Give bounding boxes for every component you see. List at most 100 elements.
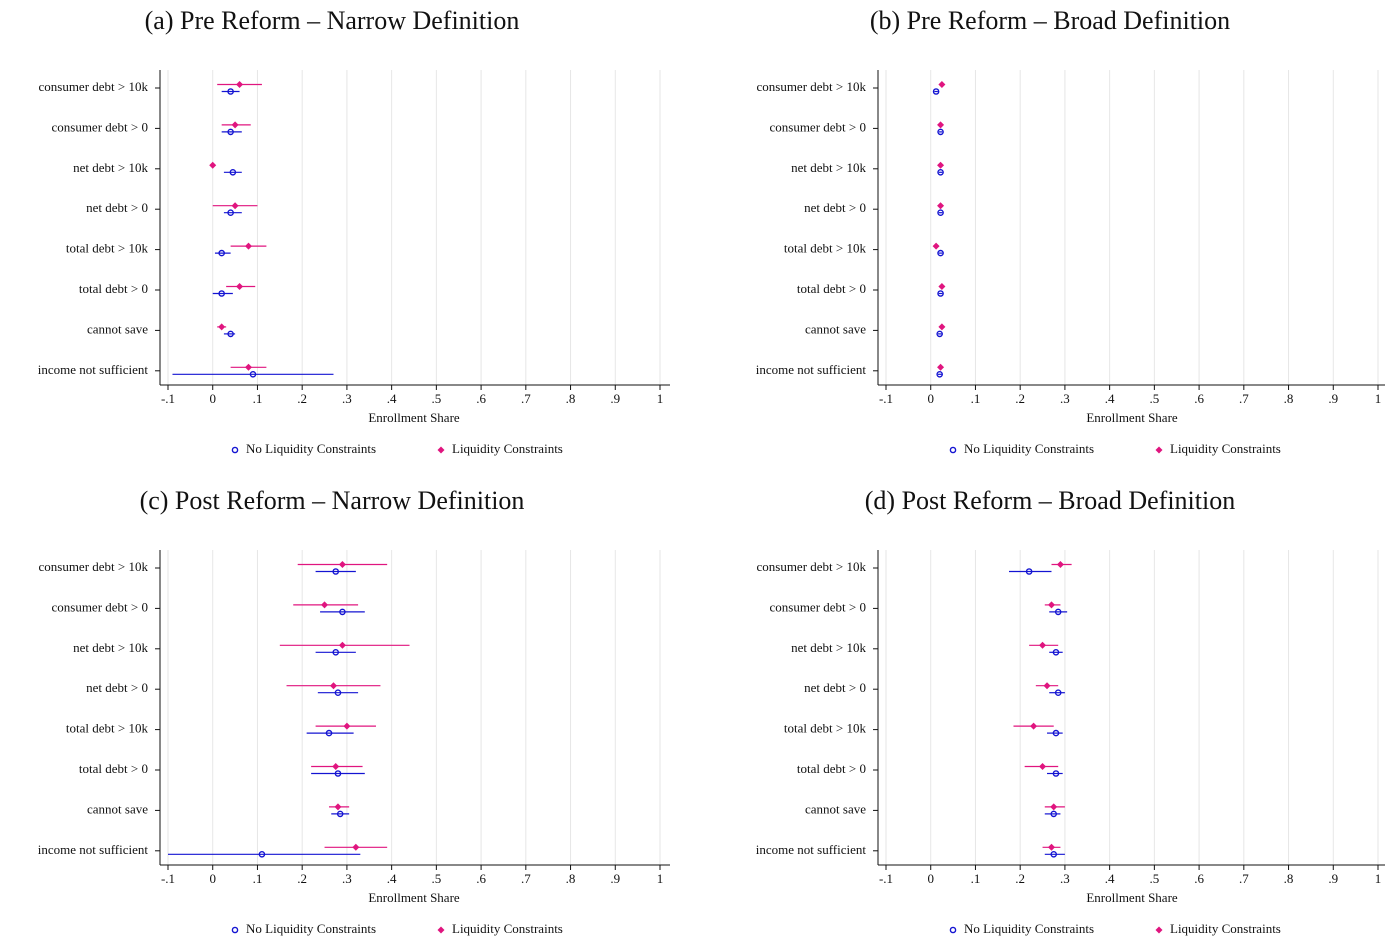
point [1050,810,1058,818]
point [339,608,346,616]
point [937,249,944,257]
x-tick-label: 1 [657,871,664,886]
point [938,323,946,331]
legend-label: No Liquidity Constraints [964,921,1094,936]
point [1052,770,1060,777]
y-tick-label: income not sufficient [38,362,149,377]
x-tick-label: 0 [927,391,934,406]
legend-label: Liquidity Constraints [1170,921,1281,936]
x-tick-label: .5 [431,871,441,886]
x-tick-label: .4 [1105,391,1115,406]
point [249,370,257,378]
point [937,290,944,297]
y-tick-label: cannot save [805,801,866,816]
x-tick-label: .4 [387,391,397,406]
point [938,81,946,88]
x-tick-label: .9 [610,871,620,886]
y-tick-label: income not sufficient [756,842,867,857]
y-tick-label: consumer debt > 0 [51,599,148,614]
y-tick-label: consumer debt > 10k [756,559,866,574]
legend-marker [949,446,957,454]
y-tick-label: net debt > 0 [804,200,866,215]
x-tick-label: .3 [1060,391,1070,406]
point [227,330,234,338]
y-tick-label: total debt > 10k [784,721,867,736]
x-tick-label: -.1 [161,871,175,886]
legend-marker [231,446,239,454]
x-tick-label: .2 [297,871,307,886]
x-tick-label: .3 [342,871,352,886]
x-tick-label: .8 [1284,391,1294,406]
y-tick-label: net debt > 10k [73,160,148,175]
point [937,168,944,176]
point [1050,803,1058,811]
y-tick-label: total debt > 0 [79,761,148,776]
x-axis-label: Enrollment Share [1086,890,1178,905]
x-tick-label: .3 [1060,871,1070,886]
x-tick-label: .1 [253,871,263,886]
point [332,763,340,770]
legend-marker [949,926,957,934]
y-tick-label: consumer debt > 10k [38,559,148,574]
x-axis-label: Enrollment Share [368,890,460,905]
x-tick-label: .6 [476,391,486,406]
point [245,363,253,371]
y-tick-label: net debt > 10k [791,160,866,175]
legend-marker [1155,446,1163,454]
point [336,810,344,818]
chart-title: (a) Pre Reform – Narrow Definition [145,6,520,35]
point [332,649,340,656]
point [321,601,329,609]
legend-label: Liquidity Constraints [452,441,563,456]
legend-label: No Liquidity Constraints [246,441,376,456]
x-axis-label: Enrollment Share [368,410,460,425]
x-tick-label: .1 [971,391,981,406]
point [229,168,237,176]
point [258,851,266,858]
point [231,121,239,129]
x-tick-label: .6 [1194,391,1204,406]
x-tick-label: .3 [342,391,352,406]
y-tick-label: consumer debt > 10k [756,79,866,94]
y-tick-label: total debt > 10k [66,721,149,736]
x-tick-label: .7 [521,871,531,886]
point [937,128,944,136]
legend-marker [437,446,445,454]
point [338,561,346,568]
point [343,722,351,730]
point [218,290,225,297]
x-tick-label: .2 [1015,391,1025,406]
y-tick-label: total debt > 0 [797,761,866,776]
x-tick-label: .5 [1149,871,1159,886]
point [1043,682,1051,690]
y-tick-label: total debt > 10k [784,241,867,256]
point [227,88,234,95]
point [1039,763,1047,770]
point [932,242,940,250]
legend-label: No Liquidity Constraints [246,921,376,936]
x-tick-label: 0 [927,871,934,886]
x-tick-label: .1 [253,391,263,406]
legend-label: Liquidity Constraints [1170,441,1281,456]
x-tick-label: .8 [566,871,576,886]
y-tick-label: consumer debt > 0 [769,599,866,614]
x-tick-label: .4 [387,871,397,886]
point [334,689,342,697]
x-tick-label: .8 [1284,871,1294,886]
point [236,283,244,290]
x-tick-label: 0 [209,391,216,406]
point [936,330,943,338]
point [218,249,225,257]
legend-marker [1155,926,1163,934]
point [1025,568,1033,575]
point [1056,561,1064,568]
chart-title: (b) Pre Reform – Broad Definition [870,6,1230,35]
point [218,323,226,331]
y-tick-label: net debt > 0 [86,680,148,695]
point [245,242,253,250]
point [209,161,217,169]
legend-marker [437,926,445,934]
x-tick-label: .9 [1328,871,1338,886]
point [332,568,340,575]
